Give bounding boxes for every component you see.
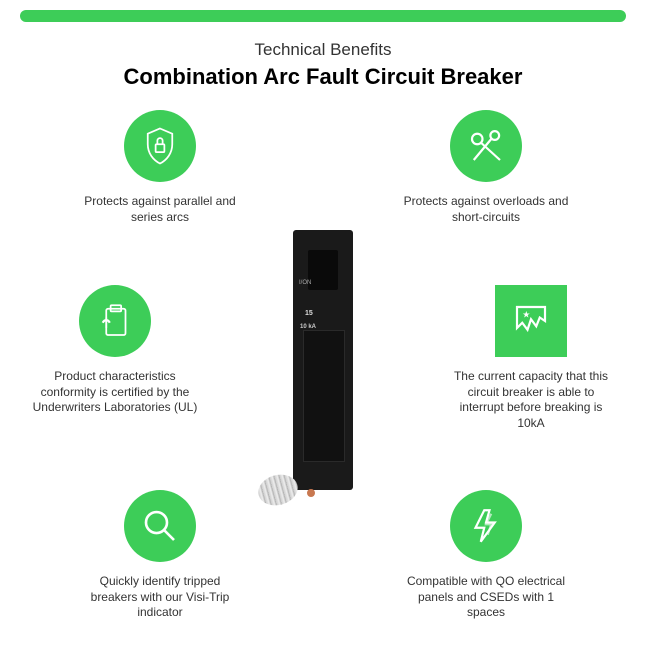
ka-label: 10 kA bbox=[300, 324, 316, 330]
top-accent-bar bbox=[20, 10, 626, 22]
feature-text: Protects against parallel and series arc… bbox=[75, 194, 245, 225]
feature-text: Compatible with QO electrical panels and… bbox=[401, 574, 571, 621]
clipboard-icon bbox=[79, 285, 151, 357]
feature-text: The current capacity that this circuit b… bbox=[446, 369, 616, 431]
breaker-body bbox=[293, 230, 353, 490]
feature-ul-certified: Product characteristics conformity is ce… bbox=[30, 285, 200, 416]
feature-text: Quickly identify tripped breakers with o… bbox=[75, 574, 245, 621]
feature-parallel-arcs: Protects against parallel and series arc… bbox=[75, 110, 245, 225]
feature-text: Protects against overloads and short-cir… bbox=[401, 194, 571, 225]
magnifier-icon bbox=[124, 490, 196, 562]
feature-compatible: Compatible with QO electrical panels and… bbox=[401, 490, 571, 621]
wire-tip bbox=[307, 489, 315, 497]
feature-visi-trip: Quickly identify tripped breakers with o… bbox=[75, 490, 245, 621]
feature-overloads: Protects against overloads and short-cir… bbox=[401, 110, 571, 225]
toggle-label: I/ON bbox=[299, 280, 311, 286]
content-area: I/ON 15 10 kA Protects against parallel … bbox=[0, 100, 646, 640]
header-title: Combination Arc Fault Circuit Breaker bbox=[0, 64, 646, 90]
wire-coil bbox=[255, 470, 301, 509]
feature-10ka: ★ The current capacity that this circuit… bbox=[446, 285, 616, 431]
header: Technical Benefits Combination Arc Fault… bbox=[0, 40, 646, 90]
wire-pigtail bbox=[253, 470, 313, 515]
break-square-icon: ★ bbox=[495, 285, 567, 357]
product-image: I/ON 15 10 kA bbox=[263, 230, 383, 510]
scissors-icon bbox=[450, 110, 522, 182]
header-subtitle: Technical Benefits bbox=[0, 40, 646, 60]
svg-text:★: ★ bbox=[522, 310, 530, 320]
feature-text: Product characteristics conformity is ce… bbox=[30, 369, 200, 416]
lightning-icon bbox=[450, 490, 522, 562]
shield-lock-icon bbox=[124, 110, 196, 182]
amp-label: 15 bbox=[305, 310, 313, 317]
